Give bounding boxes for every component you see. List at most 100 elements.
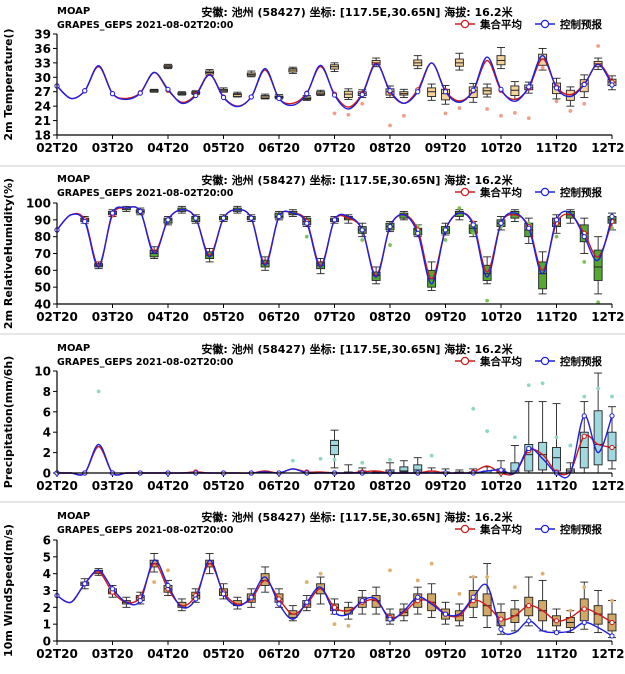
x-tick-label: 08T20 xyxy=(369,141,411,155)
series-point-control xyxy=(165,86,171,92)
outlier-point xyxy=(318,456,323,461)
legend-control-label: 控制预报 xyxy=(560,523,602,536)
x-tick-label: 10T20 xyxy=(480,647,522,661)
series-point-control xyxy=(498,220,504,226)
outlier-point xyxy=(512,110,517,115)
x-tick-label: 12T20 xyxy=(591,141,625,155)
x-tick-label: 11T20 xyxy=(536,647,578,661)
ensemble-box xyxy=(593,605,603,625)
series-point-control xyxy=(609,413,615,419)
outlier-point xyxy=(388,568,392,573)
x-tick-label: 12T20 xyxy=(591,310,625,324)
series-point-control xyxy=(581,81,587,88)
outlier-point xyxy=(304,580,309,584)
y-tick-label: 0 xyxy=(43,467,51,481)
outlier-point xyxy=(582,394,587,399)
station-title: 安徽: 池州 (58427) 坐标: [117.5E,30.65N] 海拔: 1… xyxy=(201,510,513,524)
x-tick-label: 07T20 xyxy=(314,479,356,493)
x-tick-label: 03T20 xyxy=(92,479,134,493)
series-point-control xyxy=(137,208,143,215)
ensemble-box xyxy=(399,466,409,473)
outlier-point xyxy=(526,383,531,388)
series-point-control xyxy=(220,215,227,221)
x-tick-label: 04T20 xyxy=(147,479,189,493)
station-title: 安徽: 池州 (58427) 坐标: [117.5E,30.65N] 海拔: 1… xyxy=(201,342,513,356)
outlier-point xyxy=(554,435,559,440)
outlier-point xyxy=(540,381,545,386)
outlier-point xyxy=(526,116,531,121)
y-tick-label: 2 xyxy=(43,446,51,460)
y-tick-label: 4 xyxy=(43,567,51,581)
series-point-control xyxy=(193,596,199,602)
series-point-control xyxy=(82,88,88,94)
series-point-control xyxy=(553,85,560,91)
brand-label: MOAP xyxy=(57,6,90,17)
series-point-control xyxy=(248,94,254,100)
ensemble-box xyxy=(538,441,548,471)
series-point-mean xyxy=(581,606,587,612)
humidity-y-axis-label: 2m RelativeHumidity(%) xyxy=(2,178,15,329)
series-point-control xyxy=(331,609,338,615)
series-point-control xyxy=(82,581,88,587)
x-tick-label: 02T20 xyxy=(36,647,78,661)
y-tick-label: 21 xyxy=(34,114,51,128)
y-tick-label: 30 xyxy=(34,71,51,85)
series-point-control xyxy=(609,82,615,88)
series-point-control xyxy=(415,89,421,95)
model-run-label: GRAPES_GEPS 2021-08-02T20:00 xyxy=(57,188,234,199)
x-tick-label: 09T20 xyxy=(425,310,467,324)
series-point-control xyxy=(581,234,587,240)
outlier-point xyxy=(471,406,476,411)
series-point-control xyxy=(248,215,254,221)
series-point-mean xyxy=(331,604,338,610)
outlier-point xyxy=(360,238,365,242)
outlier-point xyxy=(485,107,490,111)
outlier-point xyxy=(415,578,420,583)
outlier-point xyxy=(582,101,587,106)
outlier-point xyxy=(457,206,462,210)
x-tick-label: 03T20 xyxy=(92,647,134,661)
y-tick-label: 60 xyxy=(34,264,51,278)
brand-label: MOAP xyxy=(57,174,90,185)
series-point-control xyxy=(498,467,504,473)
series-point-control xyxy=(526,84,532,90)
outlier-point xyxy=(485,298,490,303)
series-point-control xyxy=(470,222,476,228)
x-tick-label: 11T20 xyxy=(536,479,578,493)
ensemble-box xyxy=(330,439,339,456)
legend-control-label: 控制预报 xyxy=(560,186,602,199)
outlier-point xyxy=(360,460,365,465)
x-tick-label: 09T20 xyxy=(425,479,467,493)
outlier-point xyxy=(471,231,476,236)
series-point-control xyxy=(581,413,587,419)
y-tick-label: 33 xyxy=(34,56,51,70)
brand-label: MOAP xyxy=(57,511,90,522)
series-point-control xyxy=(137,598,143,604)
series-point-control xyxy=(442,89,449,95)
x-tick-label: 02T20 xyxy=(36,141,78,155)
legend-mean-label: 集合平均 xyxy=(479,355,522,368)
x-tick-label: 12T20 xyxy=(591,647,625,661)
y-tick-label: 4 xyxy=(43,426,51,440)
outlier-point xyxy=(485,575,490,579)
outlier-point xyxy=(554,234,559,239)
series-point-control xyxy=(193,92,199,99)
series-point-control xyxy=(82,218,88,225)
x-tick-label: 07T20 xyxy=(314,141,356,155)
outlier-point xyxy=(471,575,476,579)
y-tick-label: 39 xyxy=(34,28,51,42)
series-point-control xyxy=(526,225,532,231)
legend-mean-label: 集合平均 xyxy=(479,523,522,536)
temperature-y-axis-label: 2m Temperature() xyxy=(2,28,15,140)
outlier-point xyxy=(443,111,448,116)
series-point-control xyxy=(498,86,504,92)
series-point-control xyxy=(359,227,365,233)
y-tick-label: 2 xyxy=(43,601,51,615)
series-point-control xyxy=(276,95,282,102)
outlier-point xyxy=(332,111,337,116)
outlier-point xyxy=(582,585,587,590)
ensemble-box xyxy=(371,595,381,608)
series-point-control xyxy=(415,230,421,236)
